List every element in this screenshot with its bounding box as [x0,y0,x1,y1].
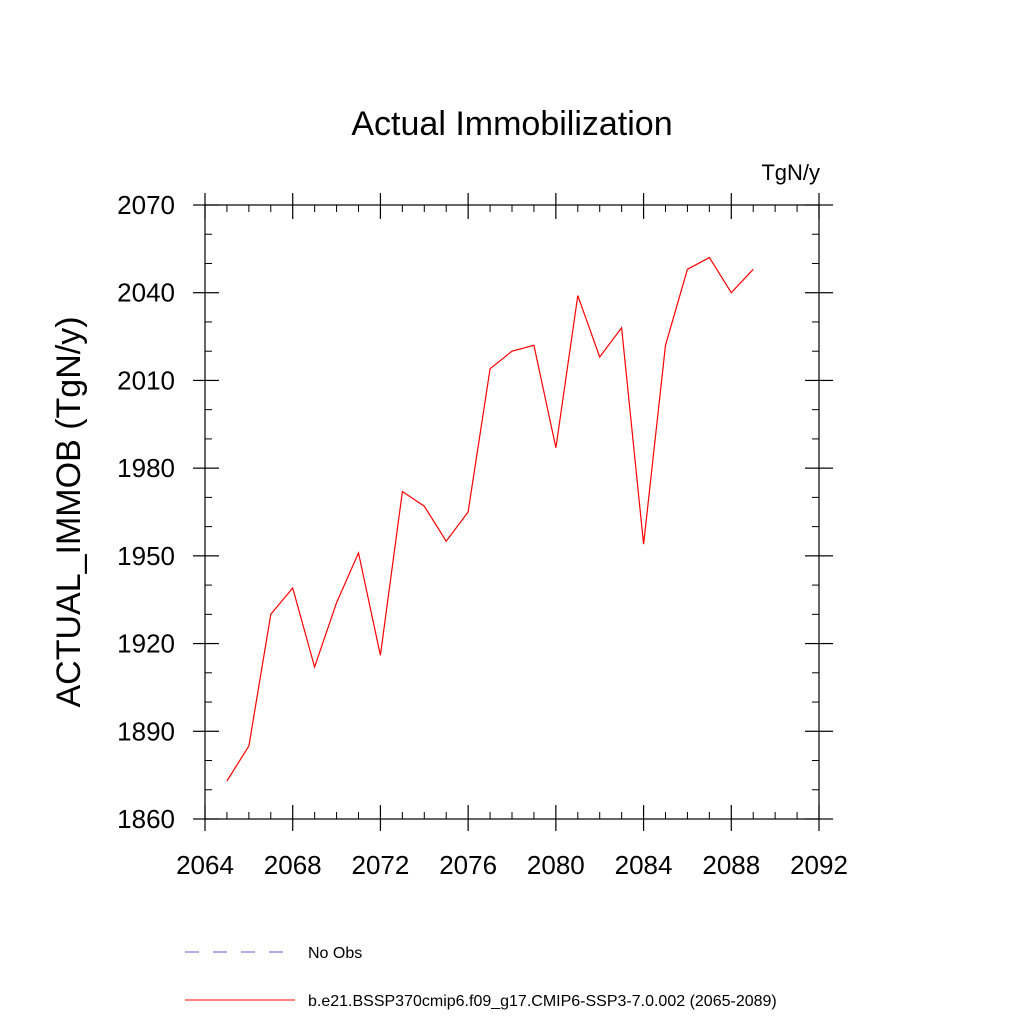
series-layer [226,256,754,782]
x-tick-label: 2092 [790,850,848,880]
y-tick-label: 1980 [117,453,175,483]
x-tick-label: 2080 [527,850,585,880]
y-tick-label: 2010 [117,365,175,395]
legend-label: b.e21.BSSP370cmip6.f09_g17.CMIP6-SSP3-7.… [308,993,777,1010]
units-label: TgN/y [761,160,820,185]
y-tick-label: 1890 [117,716,175,746]
y-tick-label: 2070 [117,190,175,220]
x-tick-label: 2068 [264,850,322,880]
y-tick-label: 1950 [117,541,175,571]
y-tick-label: 1860 [117,804,175,834]
y-tick-label: 1920 [117,629,175,659]
x-tick-label: 2076 [439,850,497,880]
legend-label: No Obs [308,945,362,962]
chart-title: Actual Immobilization [351,105,672,143]
y-axis-label: ACTUAL_IMMOB (TgN/y) [50,316,88,707]
plot-frame [204,204,820,820]
x-tick-label: 2084 [615,850,673,880]
legend: No Obs b.e21.BSSP370cmip6.f09_g17.CMIP6-S… [185,945,777,1010]
axis-ticks: 2064 2068 2072 2076 2080 2084 2088 2092 1860 1890… [117,190,848,880]
series-line [226,256,754,782]
x-tick-label: 2088 [702,850,760,880]
y-tick-label: 2040 [117,278,175,308]
x-tick-label: 2064 [176,850,234,880]
x-tick-label: 2072 [352,850,410,880]
